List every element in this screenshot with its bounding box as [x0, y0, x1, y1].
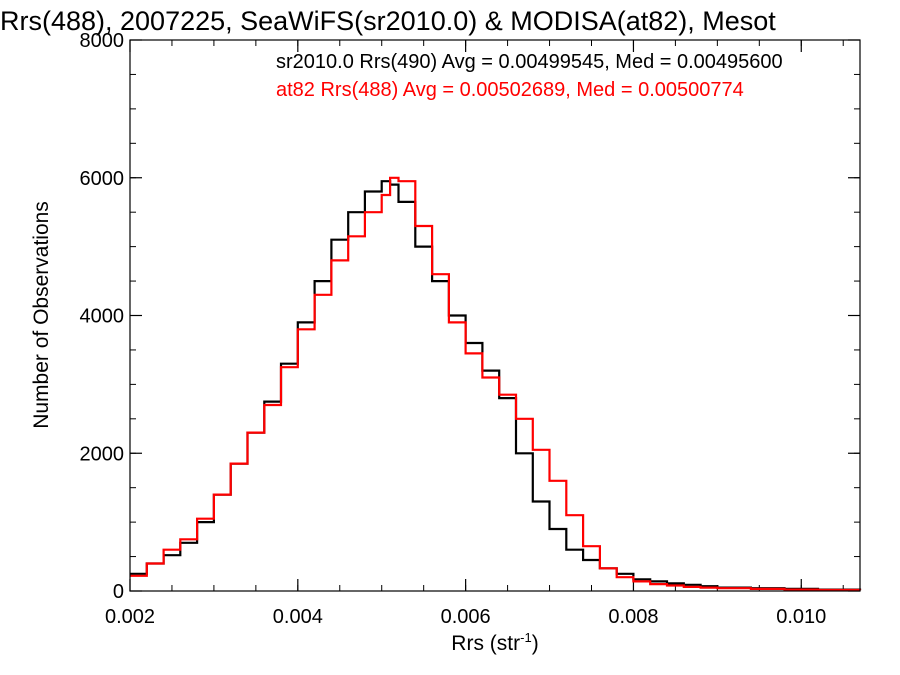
x-tick-label: 0.006: [441, 606, 491, 628]
x-axis-label-main: Rrs (str: [451, 632, 520, 655]
y-tick-label: 4000: [80, 306, 125, 328]
y-axis-label: Number of Observations: [30, 201, 53, 429]
axes: 0.002 0.004 0.006 0.008 0.010 0 2000 4000 6000 80…: [80, 30, 860, 628]
x-tick-label: 0.010: [776, 606, 826, 628]
plot-frame: [129, 39, 861, 592]
chart-title: Rrs(488), 2007225, SeaWiFS(sr2010.0) & M…: [0, 6, 776, 36]
y-tick-label: 6000: [80, 168, 125, 190]
y-tick-label: 0: [113, 581, 124, 603]
y-tick-label: 8000: [80, 30, 125, 52]
x-axis-label: Rrs (str-1): [451, 630, 538, 655]
x-axis-label-superscript: -1: [520, 630, 532, 645]
x-tick-label: 0.008: [608, 606, 658, 628]
legend-entry-series-1: sr2010.0 Rrs(490) Avg = 0.00499545, Med …: [276, 51, 783, 73]
y-tick-label: 2000: [80, 443, 125, 465]
x-tick-label: 0.002: [105, 606, 155, 628]
data-series: [130, 176, 862, 592]
x-axis-label-end: ): [532, 632, 539, 655]
x-tick-label: 0.004: [273, 606, 323, 628]
legend-entry-series-2: at82 Rrs(488) Avg = 0.00502689, Med = 0.…: [276, 79, 744, 101]
series-line-2: [130, 176, 862, 592]
